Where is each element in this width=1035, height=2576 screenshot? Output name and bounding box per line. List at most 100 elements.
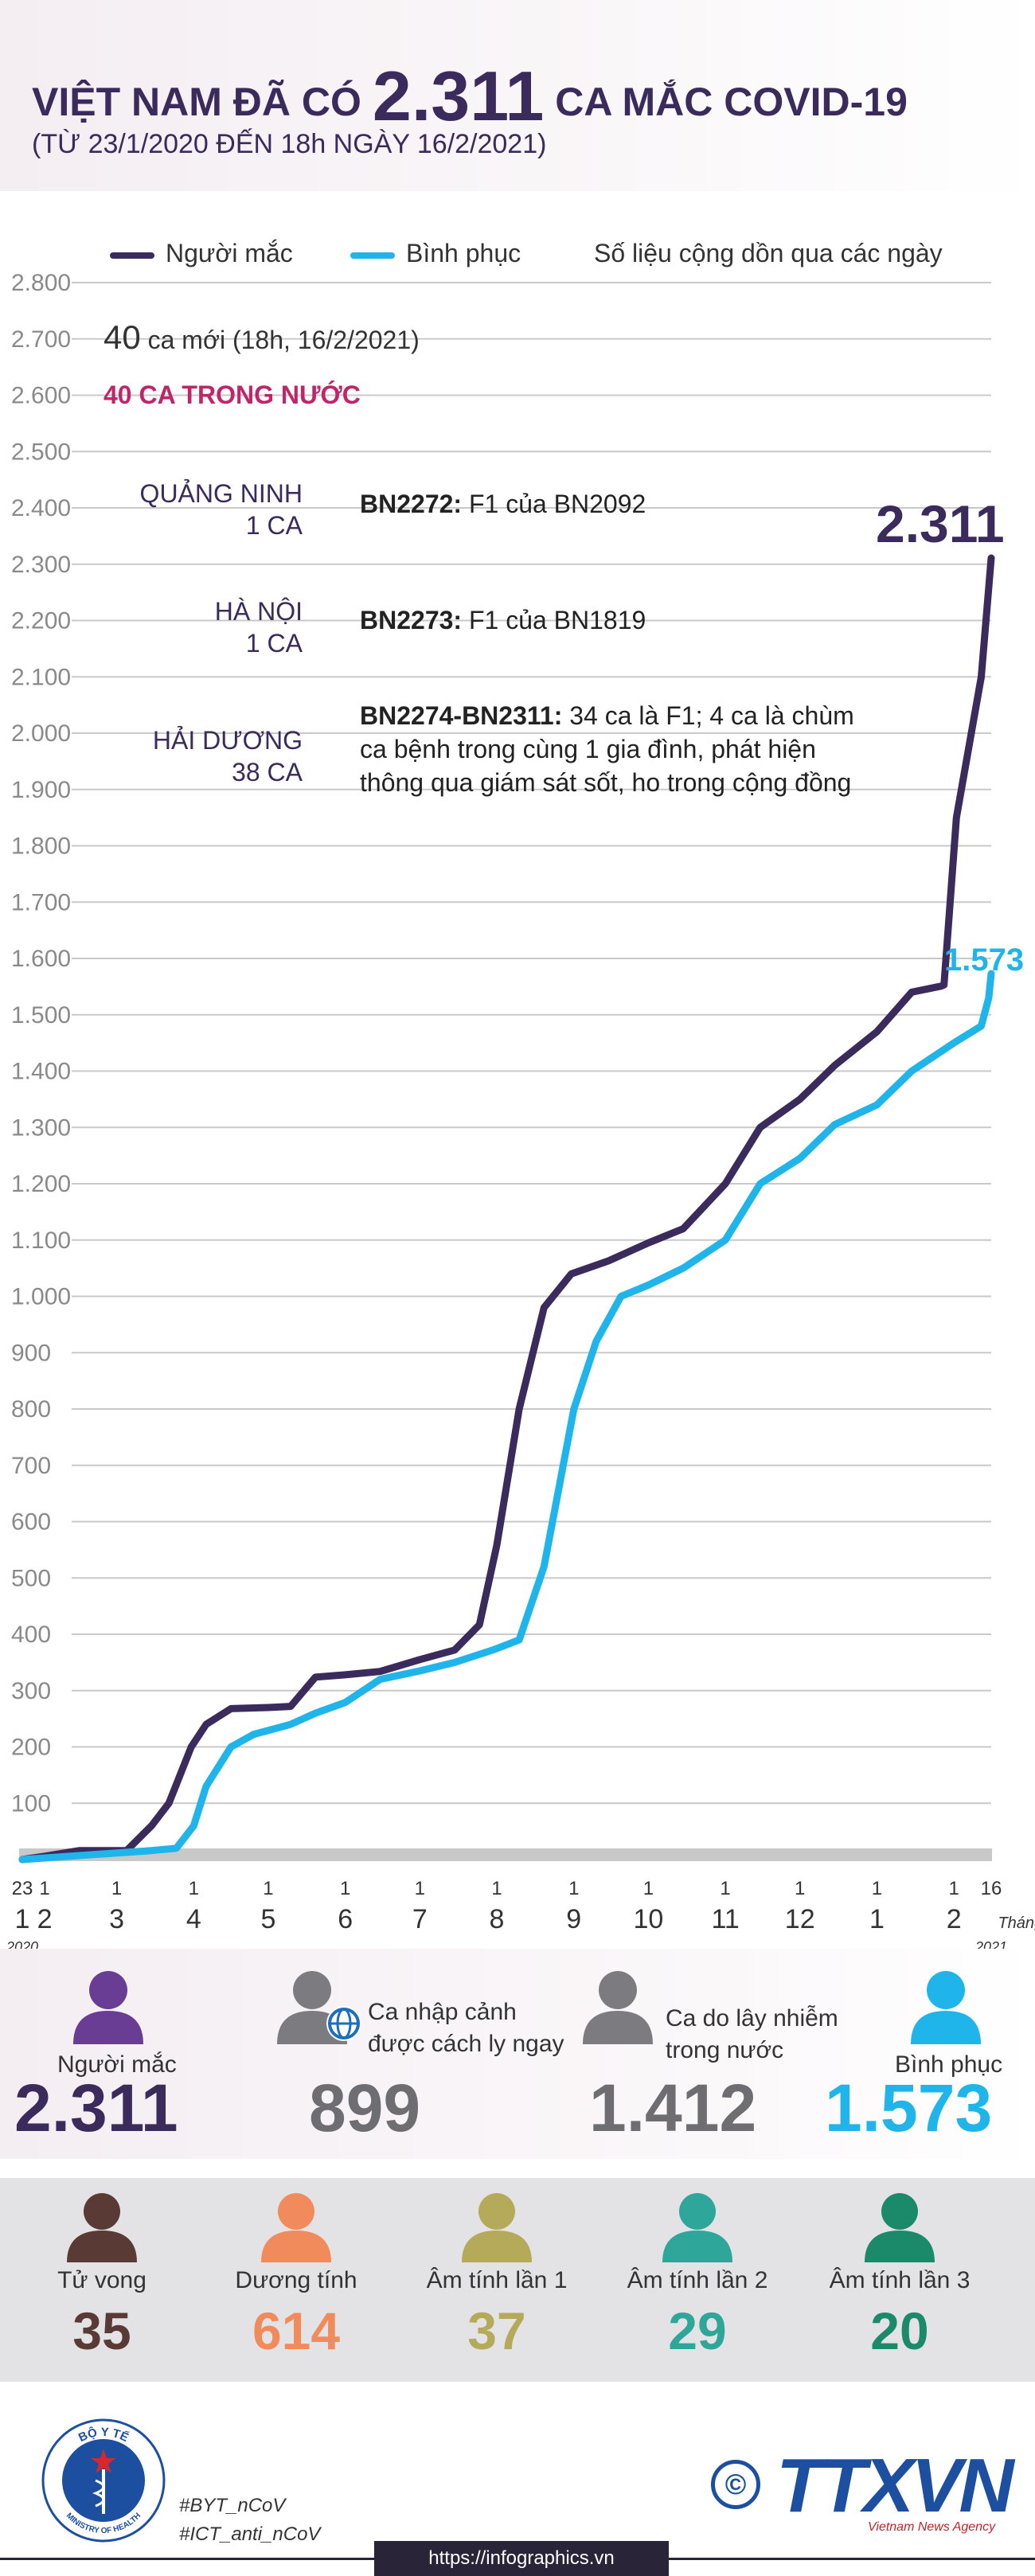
x-tick-day: 1 — [795, 1878, 805, 1899]
desc-line: F1 của BN1819 — [468, 606, 646, 634]
series-line-1 — [18, 970, 995, 1864]
x-tick-day: 1 — [720, 1878, 730, 1899]
x-tick-month: 7 — [412, 1904, 428, 1934]
status-value: 29 — [668, 2301, 727, 2360]
x-tick-day: 1 — [415, 1878, 425, 1899]
person-purple-icon — [73, 1971, 143, 2044]
status-value: 35 — [72, 2301, 131, 2360]
y-tick-label: 2.100 — [11, 664, 71, 690]
header: VIỆT NAM ĐÃ CÓ 2.311 CA MẮC COVID-19 (TỪ 2… — [0, 0, 1035, 191]
recovered-end-label: 1.573 — [944, 943, 1025, 978]
new-cases-text: ca mới (18h, 16/2/2021) — [147, 326, 420, 354]
x-tick-day: 1 — [39, 1878, 49, 1899]
x-tick-day: 23 — [12, 1878, 33, 1899]
y-tick-label: 500 — [11, 1565, 51, 1591]
x-tick-month: 3 — [109, 1904, 124, 1934]
ttxvn-logo: TTXVN — [776, 2443, 1014, 2528]
y-tick-label: 2.800 — [11, 270, 71, 296]
y-tick-label: 1.600 — [11, 946, 71, 972]
new-cases-note: 40 ca mới (18h, 16/2/2021) — [104, 318, 420, 357]
province-name: HẢI DƯƠNG — [152, 726, 303, 755]
y-tick-label: 600 — [11, 1509, 51, 1536]
status-label: Âm tính lần 3 — [829, 2267, 971, 2293]
legend-cases-swatch — [110, 252, 154, 259]
x-tick-day: 1 — [340, 1878, 350, 1899]
person-gray-icon — [583, 1971, 653, 2044]
y-tick-label: 700 — [11, 1453, 51, 1479]
stat-label-line: Ca do lây nhiễm — [666, 2005, 838, 2032]
province-desc: BN2273: F1 của BN1819 — [360, 603, 646, 637]
y-tick-label: 1.500 — [11, 1002, 71, 1028]
y-tick-label: 2.000 — [11, 720, 71, 747]
legend-recovered-label: Bình phục — [406, 239, 521, 267]
page-title: VIỆT NAM ĐÃ CÓ 2.311 CA MẮC COVID-19 — [32, 56, 908, 137]
province-desc: BN2274-BN2311: 34 ca là F1; 4 ca là chùm… — [360, 699, 854, 799]
copyright-icon: © — [711, 2460, 760, 2509]
province-name: HÀ NỘI — [214, 597, 303, 626]
y-tick-label: 2.500 — [11, 439, 71, 465]
ttxvn-subtitle: Vietnam News Agency — [868, 2520, 996, 2534]
footer-hashtags: #BYT_nCoV #ICT_anti_nCoV — [179, 2492, 320, 2549]
x-tick-month-prefix: Tháng — [998, 1914, 1035, 1932]
person-olive-icon — [462, 2193, 532, 2262]
province-hai-duong: HẢI DƯƠNG 38 CA — [80, 724, 303, 788]
person-blue-icon — [911, 1971, 981, 2044]
legend-note: Số liệu cộng dồn qua các ngày — [594, 239, 943, 267]
stat-value-cases: 2.311 — [14, 2071, 178, 2145]
domestic-cases-note: 40 CA TRONG NƯỚC — [104, 381, 361, 409]
status-label: Dương tính — [235, 2267, 357, 2293]
x-tick-month: 9 — [566, 1904, 581, 1934]
ministry-of-health-logo: BỘ Y TẾ MINISTRY OF HEALTH — [41, 2418, 166, 2543]
person-teal-icon — [662, 2193, 732, 2262]
x-tick-day: 1 — [189, 1878, 199, 1899]
hashtag: #ICT_anti_nCoV — [179, 2523, 321, 2545]
province-count: 1 CA — [245, 511, 303, 540]
patient-code: BN2272: — [360, 490, 463, 518]
y-tick-label: 1.900 — [11, 777, 71, 803]
y-tick-label: 2.700 — [11, 326, 71, 353]
stats-status-panel — [0, 2178, 1035, 2382]
status-label: Âm tính lần 2 — [627, 2267, 768, 2293]
x-tick-month: 5 — [260, 1904, 275, 1934]
stat-value-domestic: 1.412 — [589, 2071, 757, 2145]
title-number: 2.311 — [372, 57, 545, 135]
footer-line-left — [0, 2558, 374, 2560]
status-label: Tử vong — [57, 2267, 146, 2293]
status-value: 37 — [467, 2301, 526, 2360]
x-tick-month: 2 — [37, 1904, 53, 1934]
line-chart: 2.800 2.700 2.600 2.500 2.400 2.300 2.200 2.100… — [6, 270, 1035, 1950]
x-tick-month: 10 — [633, 1904, 663, 1934]
stat-value-recovered: 1.573 — [825, 2071, 993, 2145]
legend-cases: Người mắc — [110, 239, 293, 268]
y-tick-label: 1.200 — [11, 1171, 71, 1197]
y-tick-label: 1.100 — [11, 1228, 71, 1254]
new-cases-count: 40 — [104, 318, 141, 356]
title-post: CA MẮC COVID-19 — [555, 80, 908, 124]
x-tick-month: 1 — [869, 1904, 885, 1934]
x-tick-month: 11 — [711, 1904, 739, 1934]
page-subtitle: (TỪ 23/1/2020 ĐẾN 18h NGÀY 16/2/2021) — [32, 129, 547, 159]
x-tick-month: 12 — [785, 1904, 815, 1934]
footer-url-link[interactable]: https://infographics.vn — [374, 2541, 669, 2576]
legend-recovered-swatch — [350, 252, 395, 259]
y-tick-label: 2.200 — [11, 608, 71, 634]
x-tick-month: 4 — [186, 1904, 201, 1934]
x-tick-day: 1 — [872, 1878, 882, 1899]
person-brown-icon — [67, 2193, 137, 2262]
footer-line-right — [669, 2558, 1035, 2560]
status-value: 20 — [870, 2301, 929, 2360]
person-green-icon — [865, 2193, 935, 2262]
status-label: Âm tính lần 1 — [426, 2267, 568, 2293]
province-quang-ninh: QUẢNG NINH 1 CA — [80, 478, 303, 541]
person-orange-icon — [261, 2193, 331, 2262]
x-tick-day: 1 — [643, 1878, 654, 1899]
x-tick-month: 6 — [338, 1904, 353, 1934]
status-value: 614 — [252, 2301, 341, 2360]
stat-label-cases: Người mắc — [57, 2051, 177, 2078]
x-tick-day: 1 — [568, 1878, 579, 1899]
x-tick-day: 16 — [981, 1878, 1002, 1899]
x-tick-day: 1 — [263, 1878, 273, 1899]
province-desc: BN2272: F1 của BN2092 — [360, 487, 646, 521]
y-tick-label: 2.400 — [11, 495, 71, 521]
hashtag: #BYT_nCoV — [179, 2495, 286, 2516]
